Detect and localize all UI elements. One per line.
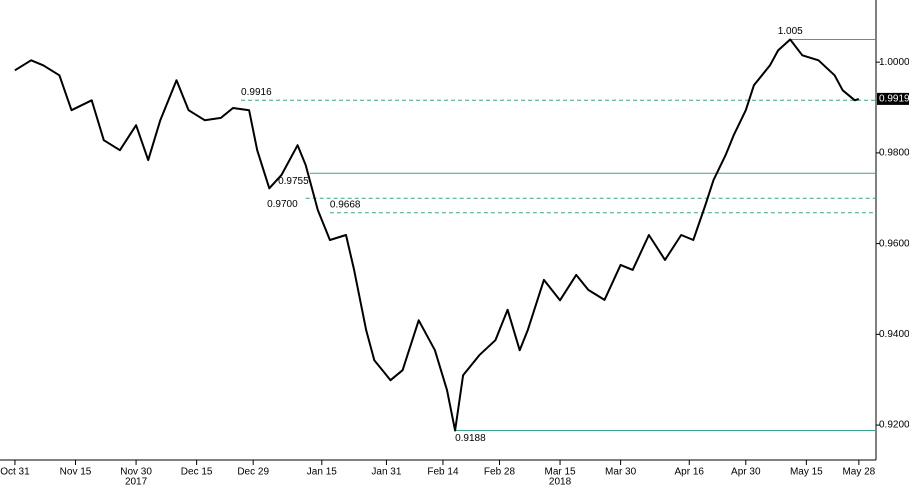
y-tick-label: 0.9600: [879, 238, 909, 249]
level-label: 0.9188: [455, 433, 486, 444]
level-label: 0.9755: [278, 176, 309, 187]
x-tick-label: Apr 16: [675, 467, 705, 478]
x-tick-label: Apr 30: [731, 467, 761, 478]
x-tick-label: Jan 31: [371, 467, 401, 478]
x-tick-label: Nov 30: [120, 467, 152, 478]
level-label: 0.9916: [241, 87, 272, 98]
x-tick-label: Jan 15: [307, 467, 337, 478]
x-tick-label: Nov 15: [60, 467, 92, 478]
last-price-label: 0.9919: [879, 94, 909, 105]
x-tick-label: Mar 15: [544, 467, 576, 478]
last-price-box: [877, 92, 909, 105]
y-tick-label: 1.0000: [879, 57, 909, 68]
y-tick-label: 0.9800: [879, 148, 909, 159]
x-tick-label: Mar 30: [605, 467, 637, 478]
price-line: [14, 38, 860, 432]
level-label: 0.9700: [267, 199, 298, 210]
x-tick-label: Feb 28: [484, 467, 516, 478]
x-tick-label: May 28: [842, 467, 875, 478]
x-tick-label: Dec 29: [237, 467, 269, 478]
x-tick-label: Dec 15: [181, 467, 213, 478]
x-tick-label: Feb 14: [427, 467, 459, 478]
year-label: 2018: [549, 477, 572, 486]
y-tick-label: 0.9200: [879, 420, 909, 431]
x-tick-label: Oct 31: [0, 467, 30, 478]
year-label: 2017: [125, 477, 148, 486]
x-tick-label: May 15: [790, 467, 823, 478]
level-label: 1.005: [778, 26, 803, 37]
level-label: 0.9668: [330, 199, 361, 210]
y-tick-label: 0.9400: [879, 329, 909, 340]
